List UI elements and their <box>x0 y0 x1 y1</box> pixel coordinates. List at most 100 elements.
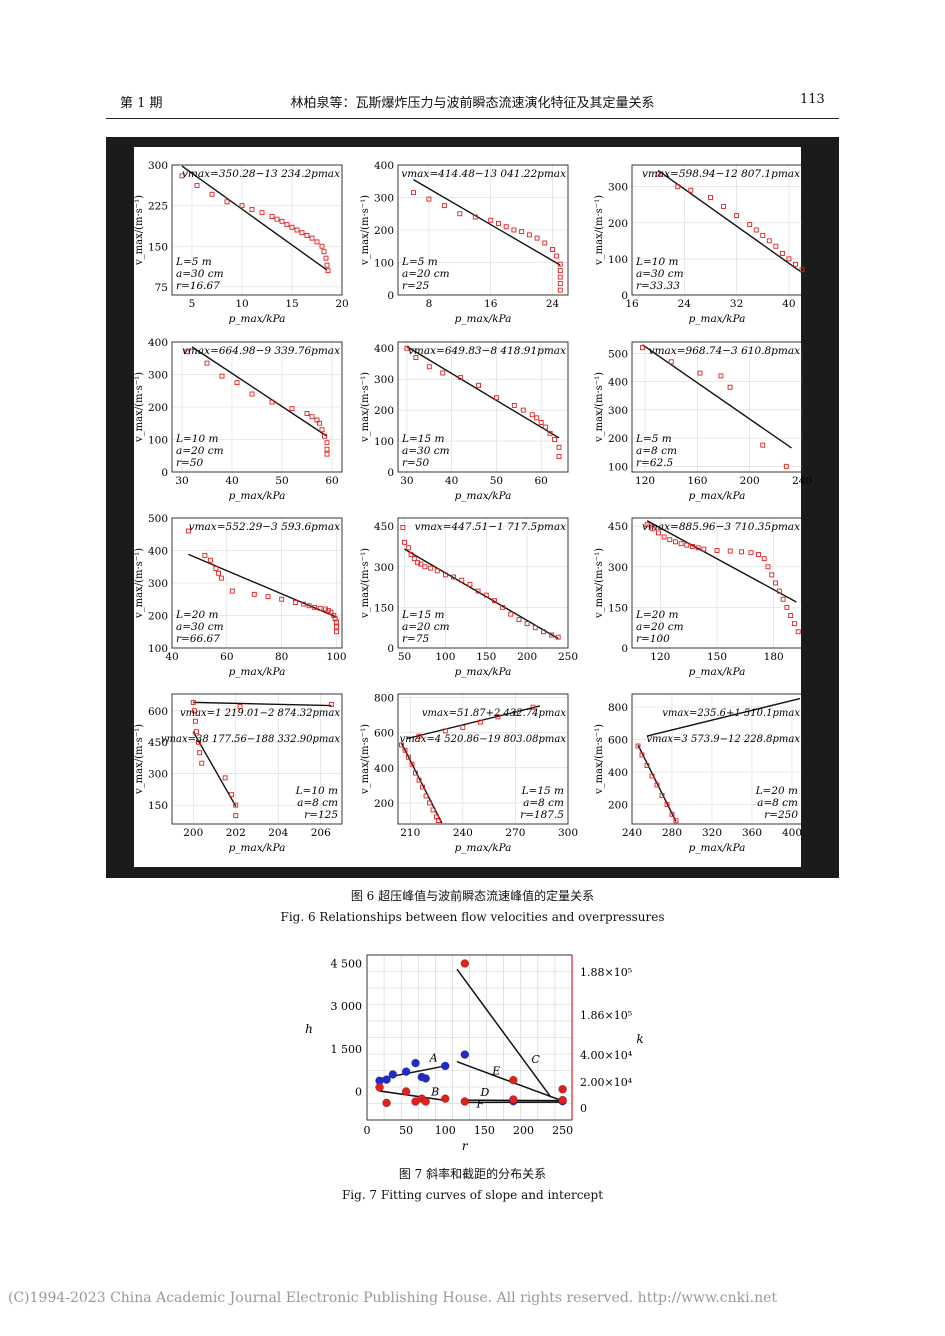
chart-panel: 30 40 50 60 0 100 200 300 400 p_max/kPa v_max/(m·s… <box>134 337 343 502</box>
data-point <box>756 552 762 558</box>
data-point <box>509 1076 518 1085</box>
data-point <box>688 187 694 193</box>
data-point <box>317 605 323 611</box>
y-tick-label: 300 <box>608 405 628 417</box>
data-point <box>512 710 518 716</box>
data-point <box>404 345 410 351</box>
data-point <box>399 742 404 748</box>
plot-frame <box>171 341 343 473</box>
line-label: C <box>531 1053 540 1066</box>
data-point <box>509 1095 518 1104</box>
y-tick-label-right: 1.86×10⁵ <box>580 1009 632 1022</box>
data-point <box>430 807 436 813</box>
x-tick-label: 206 <box>311 827 331 839</box>
data-point <box>460 724 466 730</box>
y-tick-label: 0 <box>387 467 394 479</box>
data-point <box>697 370 703 376</box>
data-point <box>328 702 334 707</box>
y-tick-label: 400 <box>148 546 168 558</box>
data-point <box>251 591 257 597</box>
data-point <box>332 616 338 622</box>
data-point <box>402 539 407 545</box>
data-point <box>409 761 415 767</box>
y-axis-title: v_max/(m·s⁻¹) <box>360 195 371 266</box>
data-point <box>644 763 650 768</box>
data-point <box>458 375 464 381</box>
data-point <box>459 577 465 583</box>
x-axis-title: p_max/kPa <box>689 313 746 325</box>
y-tick-label: 300 <box>148 769 168 781</box>
data-point <box>435 818 441 823</box>
data-point <box>747 222 753 228</box>
data-point <box>317 420 322 426</box>
parameter-label: L=15 m <box>401 609 444 621</box>
parameter-label: a=20 cm <box>636 621 684 633</box>
data-point <box>184 349 190 355</box>
data-point <box>382 1075 391 1084</box>
x-axis-title: p_max/kPa <box>229 490 286 502</box>
x-tick-label: 40 <box>782 298 795 310</box>
parameter-label: a=20 cm <box>402 621 450 633</box>
line-label: B <box>430 1085 439 1098</box>
y-tick-label: 300 <box>608 562 628 574</box>
data-point <box>322 433 327 439</box>
data-point <box>491 598 497 604</box>
data-point <box>748 550 754 556</box>
data-point <box>667 537 673 543</box>
parameter-label: L=10 m <box>175 433 218 445</box>
fit-equation: vmax=552.29−3 593.6pmax <box>189 521 340 533</box>
data-point <box>234 380 240 386</box>
data-point <box>284 222 290 228</box>
data-point <box>508 611 514 617</box>
y-tick-label-left: 3 000 <box>331 1000 363 1013</box>
data-point <box>678 541 684 547</box>
x-tick-label: 280 <box>662 827 682 839</box>
fit-line <box>646 697 801 737</box>
y-tick-label: 450 <box>608 521 628 533</box>
y-tick-label: 200 <box>608 433 628 445</box>
parameter-label: a=8 cm <box>757 797 798 809</box>
fit-equation: vmax=447.51−1 717.5pmax <box>415 521 566 533</box>
parameter-label: L=5 m <box>175 256 212 268</box>
y-tick-label: 200 <box>608 218 628 230</box>
parameter-label: a=8 cm <box>523 797 564 809</box>
parameter-label: L=5 m <box>635 433 672 445</box>
plot-frame <box>171 517 343 649</box>
data-point <box>213 565 219 571</box>
data-point <box>312 604 318 610</box>
y-tick-label: 0 <box>621 290 628 302</box>
y-tick-label-right: 0 <box>580 1102 587 1115</box>
data-point <box>779 251 785 256</box>
chart-panel: 240 280 320 360 400 200 400 600 800 p_max/kPa v_ma… <box>594 693 803 854</box>
x-tick-label: 80 <box>275 651 288 663</box>
chart-panel: 120 150 180 0 150 300 450 p_max/kPa v_max/(m·s⁻¹… <box>594 517 803 678</box>
y-tick-label: 400 <box>374 160 394 172</box>
data-point <box>426 196 432 202</box>
data-point <box>673 818 679 824</box>
copyright-footer: (C)1994-2023 China Academic Journal Elec… <box>8 1290 778 1306</box>
data-point <box>309 235 315 241</box>
x-axis-title: p_max/kPa <box>455 313 512 325</box>
data-point <box>503 224 509 230</box>
fit-equation: vmax=664.98−9 339.76pmax <box>182 345 340 357</box>
chart-panel: 50 100 150 200 250 0 150 300 450 p_max/kPa v_max/(… <box>360 517 578 678</box>
chart-panel: 30 40 50 60 0 100 200 300 400 p_max/kPa v_max/(m·s… <box>360 341 569 502</box>
data-point <box>460 1097 469 1106</box>
x-tick-label: 16 <box>484 298 498 310</box>
data-point <box>193 729 199 735</box>
data-point <box>321 249 327 255</box>
fit-equation-2: vmax=4 520.86−19 803.08pmax <box>400 734 567 745</box>
x-tick-label: 24 <box>546 298 560 310</box>
data-point <box>488 217 494 223</box>
data-point <box>529 412 535 418</box>
data-point <box>555 634 561 640</box>
x-tick-label: 120 <box>635 475 655 487</box>
data-point <box>556 454 562 459</box>
x-tick-label: 20 <box>335 298 348 310</box>
y-tick-label: 400 <box>374 763 394 775</box>
data-point <box>684 542 690 548</box>
x-tick-label: 24 <box>678 298 692 310</box>
data-point <box>204 360 210 366</box>
y-axis-title: v_max/(m·s⁻¹) <box>134 548 145 619</box>
y-tick-label: 400 <box>374 343 394 355</box>
